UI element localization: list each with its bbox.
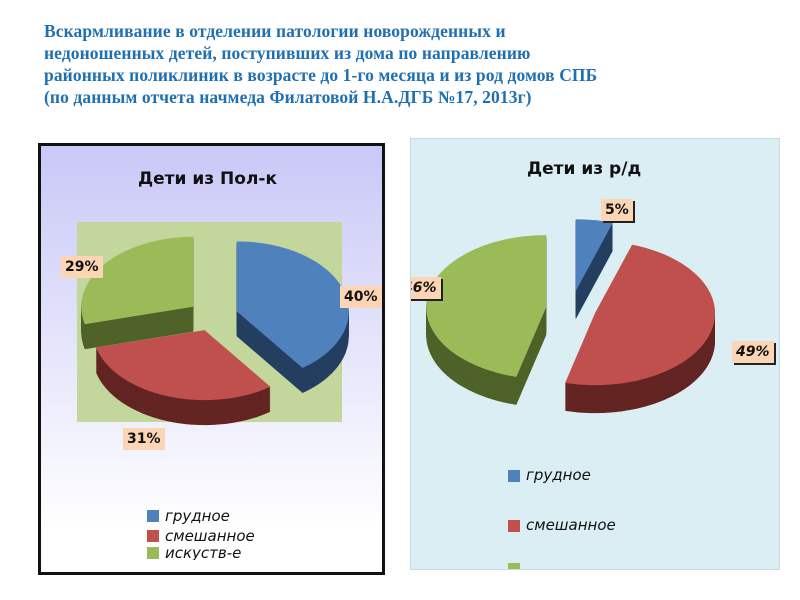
legend-label: грудное — [165, 507, 230, 525]
chart-title: Дети из р/д — [527, 159, 642, 179]
pie-maternity — [426, 219, 716, 414]
legend-swatch — [147, 530, 159, 542]
legend-item-mixed: смешанное — [147, 526, 255, 546]
pie-slice-top — [96, 330, 271, 401]
legend: грудное смешанное искуств-е — [147, 506, 255, 560]
pie-slice-2 — [96, 330, 271, 426]
legend-label: смешанное — [526, 516, 616, 534]
legend: грудное смешанное — [508, 463, 616, 569]
data-label-breast: 40% — [340, 286, 382, 308]
chart-maternity: Дети из р/д 5% 49% 46% грудное смешанное — [410, 138, 780, 570]
chart-polyclinic: Дети из Пол-к 40% 31% 29% грудное смешан… — [38, 143, 385, 575]
legend-item-breast: грудное — [508, 463, 616, 488]
legend-item-third — [508, 563, 616, 569]
pie-slice-1 — [236, 241, 349, 393]
legend-label: смешанное — [165, 527, 255, 545]
pie-slice-top — [236, 241, 349, 368]
legend-swatch — [508, 563, 520, 569]
legend-item-formula: искуств-е — [147, 546, 255, 560]
data-label-formula: 29% — [61, 256, 103, 278]
pie-slice-top — [565, 244, 716, 386]
data-label-mixed: 31% — [123, 428, 165, 450]
legend-swatch — [147, 547, 159, 559]
legend-item-breast: грудное — [147, 506, 255, 526]
legend-swatch — [147, 510, 159, 522]
pie-slice-1 — [575, 219, 613, 320]
pie-slice-top — [81, 236, 194, 325]
pie-slice-top — [426, 235, 547, 377]
legend-item-mixed: смешанное — [508, 513, 616, 538]
chart-title: Дети из Пол-к — [138, 169, 278, 189]
legend-swatch — [508, 519, 520, 532]
slide-title: Вскармливание в отделении патологии ново… — [44, 21, 598, 107]
legend-label: грудное — [526, 466, 591, 484]
data-label-breast: 5% — [601, 199, 633, 221]
data-label-other: 46% — [411, 277, 441, 299]
data-label-mixed: 49% — [732, 341, 774, 363]
pie-slice-3 — [426, 235, 547, 405]
pie-slice-top — [575, 219, 613, 292]
legend-swatch — [508, 469, 520, 482]
pie-slice-3 — [81, 236, 194, 350]
pie-slice-2 — [565, 244, 716, 414]
legend-label: искуств-е — [165, 546, 242, 560]
pie-polyclinic — [81, 236, 349, 426]
